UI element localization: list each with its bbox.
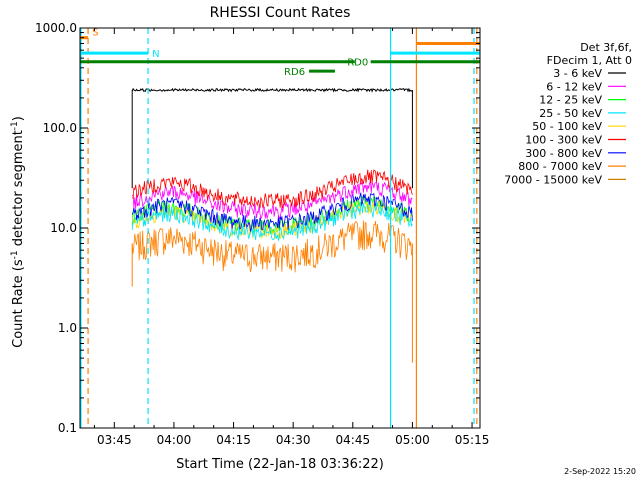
legend-label: 7000 - 15000 keV xyxy=(504,173,602,186)
x-tick-label: 05:00 xyxy=(395,433,430,447)
series-line xyxy=(131,180,413,220)
y-tick-label: 1000.0 xyxy=(35,21,77,35)
x-tick-label: 04:00 xyxy=(157,433,192,447)
marker-label: S xyxy=(92,28,98,39)
data-layer xyxy=(131,87,413,363)
x-tick-label: 05:15 xyxy=(455,433,490,447)
series-line xyxy=(131,169,413,209)
series-line xyxy=(131,220,413,273)
legend-header-2: FDecim 1, Att 0 xyxy=(547,54,632,67)
legend-label: 100 - 300 keV xyxy=(525,134,602,147)
x-tick-label: 04:15 xyxy=(216,433,251,447)
y-tick-label: 100.0 xyxy=(43,121,77,135)
y-axis-label-sup1: -1 xyxy=(10,250,20,259)
legend-label: 12 - 25 keV xyxy=(539,94,602,107)
legend-label: 800 - 7000 keV xyxy=(518,160,602,173)
x-axis-label: Start Time (22-Jan-18 03:36:22) xyxy=(176,457,384,472)
marker-label: RD0 xyxy=(347,58,368,69)
legend-label: 6 - 12 keV xyxy=(546,80,602,93)
y-axis-label-main: Count Rate (s xyxy=(11,259,26,348)
y-axis-label-sup2: -1 xyxy=(10,121,20,130)
legend-label: 50 - 100 keV xyxy=(532,120,602,133)
series-line xyxy=(131,200,413,241)
legend-label: 3 - 6 keV xyxy=(553,67,602,80)
y-axis-label-mid: detector segment xyxy=(11,130,26,250)
marker-label: RD6 xyxy=(284,67,305,78)
axis-layer: 03:45 04:00 04:15 04:30 04:45 05:00 05:15 0.1 1.… xyxy=(35,21,489,447)
marker-label: N xyxy=(152,49,159,60)
y-axis-label: Count Rate (s-1 detector segment-1) xyxy=(10,116,26,348)
series-line xyxy=(131,192,413,233)
y-tick-label: 1.0 xyxy=(58,321,77,335)
x-tick-label: 04:45 xyxy=(336,433,371,447)
legend-header-1: Det 3f,6f, xyxy=(580,41,632,54)
chart-title: RHESSI Count Rates xyxy=(210,5,351,21)
y-axis-label-end: ) xyxy=(11,116,26,121)
footer-date: 2-Sep-2022 15:20 xyxy=(564,467,636,476)
x-tick-label: 04:30 xyxy=(276,433,311,447)
x-tick-label: 03:45 xyxy=(97,433,132,447)
y-tick-label: 10.0 xyxy=(50,221,77,235)
legend-label: 25 - 50 keV xyxy=(539,107,602,120)
series-line xyxy=(131,87,413,93)
y-tick-label: 0.1 xyxy=(58,421,77,435)
legend-label: 300 - 800 keV xyxy=(525,147,602,160)
